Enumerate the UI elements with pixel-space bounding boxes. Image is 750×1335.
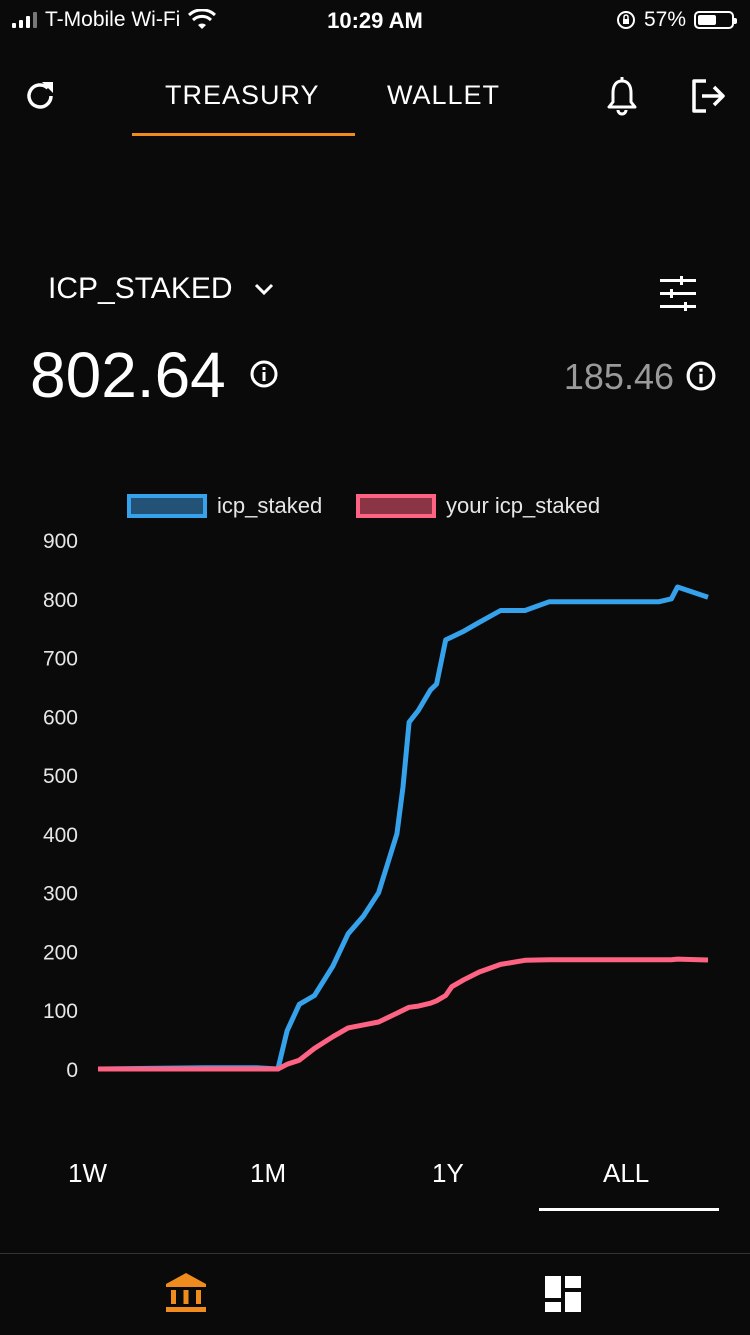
dashboard-icon bbox=[545, 1276, 581, 1312]
status-bar: T-Mobile Wi-Fi 10:29 AM 57% bbox=[0, 0, 750, 42]
bottom-navigation bbox=[0, 1253, 750, 1335]
total-value: 802.64 bbox=[30, 338, 278, 412]
logout-icon bbox=[692, 79, 725, 113]
metric-name: ICP_STAKED bbox=[48, 272, 233, 305]
range-tab-1m[interactable]: 1M bbox=[250, 1158, 287, 1188]
tune-icon bbox=[660, 276, 696, 311]
clock: 10:29 AM bbox=[327, 8, 423, 33]
metric-selector[interactable]: ICP_STAKED bbox=[48, 272, 275, 306]
legend-label: icp_staked bbox=[217, 493, 323, 518]
tab-treasury[interactable]: TREASURY bbox=[165, 80, 320, 110]
your-value-text: 185.46 bbox=[563, 356, 674, 397]
wifi-icon bbox=[188, 9, 217, 29]
info-icon[interactable] bbox=[686, 361, 716, 391]
status-left: T-Mobile Wi-Fi bbox=[12, 8, 217, 32]
line-chart: 900 800 700 600 500 400 300 200 100 0 bbox=[43, 530, 709, 1082]
y-tick-label: 500 bbox=[43, 765, 78, 788]
y-tick-label: 0 bbox=[66, 1059, 78, 1082]
bottom-nav-treasury[interactable] bbox=[162, 1268, 210, 1316]
y-tick-label: 900 bbox=[43, 530, 78, 553]
refresh-icon bbox=[27, 82, 53, 109]
legend-item-icp-staked[interactable]: icp_staked bbox=[127, 493, 322, 519]
y-tick-label: 100 bbox=[43, 1000, 78, 1023]
legend-swatch bbox=[356, 494, 436, 518]
bottom-nav-dashboard[interactable] bbox=[539, 1270, 587, 1318]
y-tick-label: 800 bbox=[43, 589, 78, 612]
y-tick-label: 200 bbox=[43, 941, 78, 964]
battery-percent: 57% bbox=[643, 8, 686, 31]
legend-item-your-icp-staked[interactable]: your icp_staked bbox=[356, 493, 600, 519]
carrier-label: T-Mobile Wi-Fi bbox=[45, 8, 181, 31]
series-line-1 bbox=[98, 956, 709, 1072]
top-navigation: TREASURY WALLET bbox=[0, 60, 750, 140]
battery-icon bbox=[694, 11, 737, 29]
range-tab-1w[interactable]: 1W bbox=[68, 1158, 107, 1188]
y-tick-label: 700 bbox=[43, 648, 78, 671]
y-tick-label: 400 bbox=[43, 824, 78, 847]
info-icon[interactable] bbox=[250, 360, 278, 388]
range-tab-all[interactable]: ALL bbox=[603, 1158, 650, 1188]
bell-icon bbox=[607, 77, 637, 116]
active-tab-indicator bbox=[132, 133, 355, 136]
filter-button[interactable] bbox=[654, 270, 702, 318]
legend-swatch bbox=[127, 494, 207, 518]
signal-icon bbox=[12, 12, 37, 28]
active-range-indicator bbox=[539, 1208, 719, 1211]
logout-button[interactable] bbox=[684, 72, 732, 120]
tab-wallet[interactable]: WALLET bbox=[387, 80, 501, 110]
bank-icon bbox=[166, 1273, 206, 1312]
status-right: 57% bbox=[616, 8, 737, 32]
legend-label: your icp_staked bbox=[446, 493, 601, 518]
refresh-button[interactable] bbox=[16, 72, 64, 120]
y-tick-label: 600 bbox=[43, 706, 78, 729]
your-value: 185.46 bbox=[564, 356, 674, 398]
range-tab-1y[interactable]: 1Y bbox=[432, 1158, 464, 1188]
chevron-down-icon bbox=[254, 283, 273, 296]
y-tick-label: 300 bbox=[43, 883, 78, 906]
battery-fill bbox=[698, 15, 717, 25]
orientation-lock-icon bbox=[616, 11, 635, 29]
total-value-text: 802.64 bbox=[30, 339, 226, 411]
notifications-button[interactable] bbox=[598, 72, 646, 120]
series-line-0 bbox=[97, 584, 709, 1072]
